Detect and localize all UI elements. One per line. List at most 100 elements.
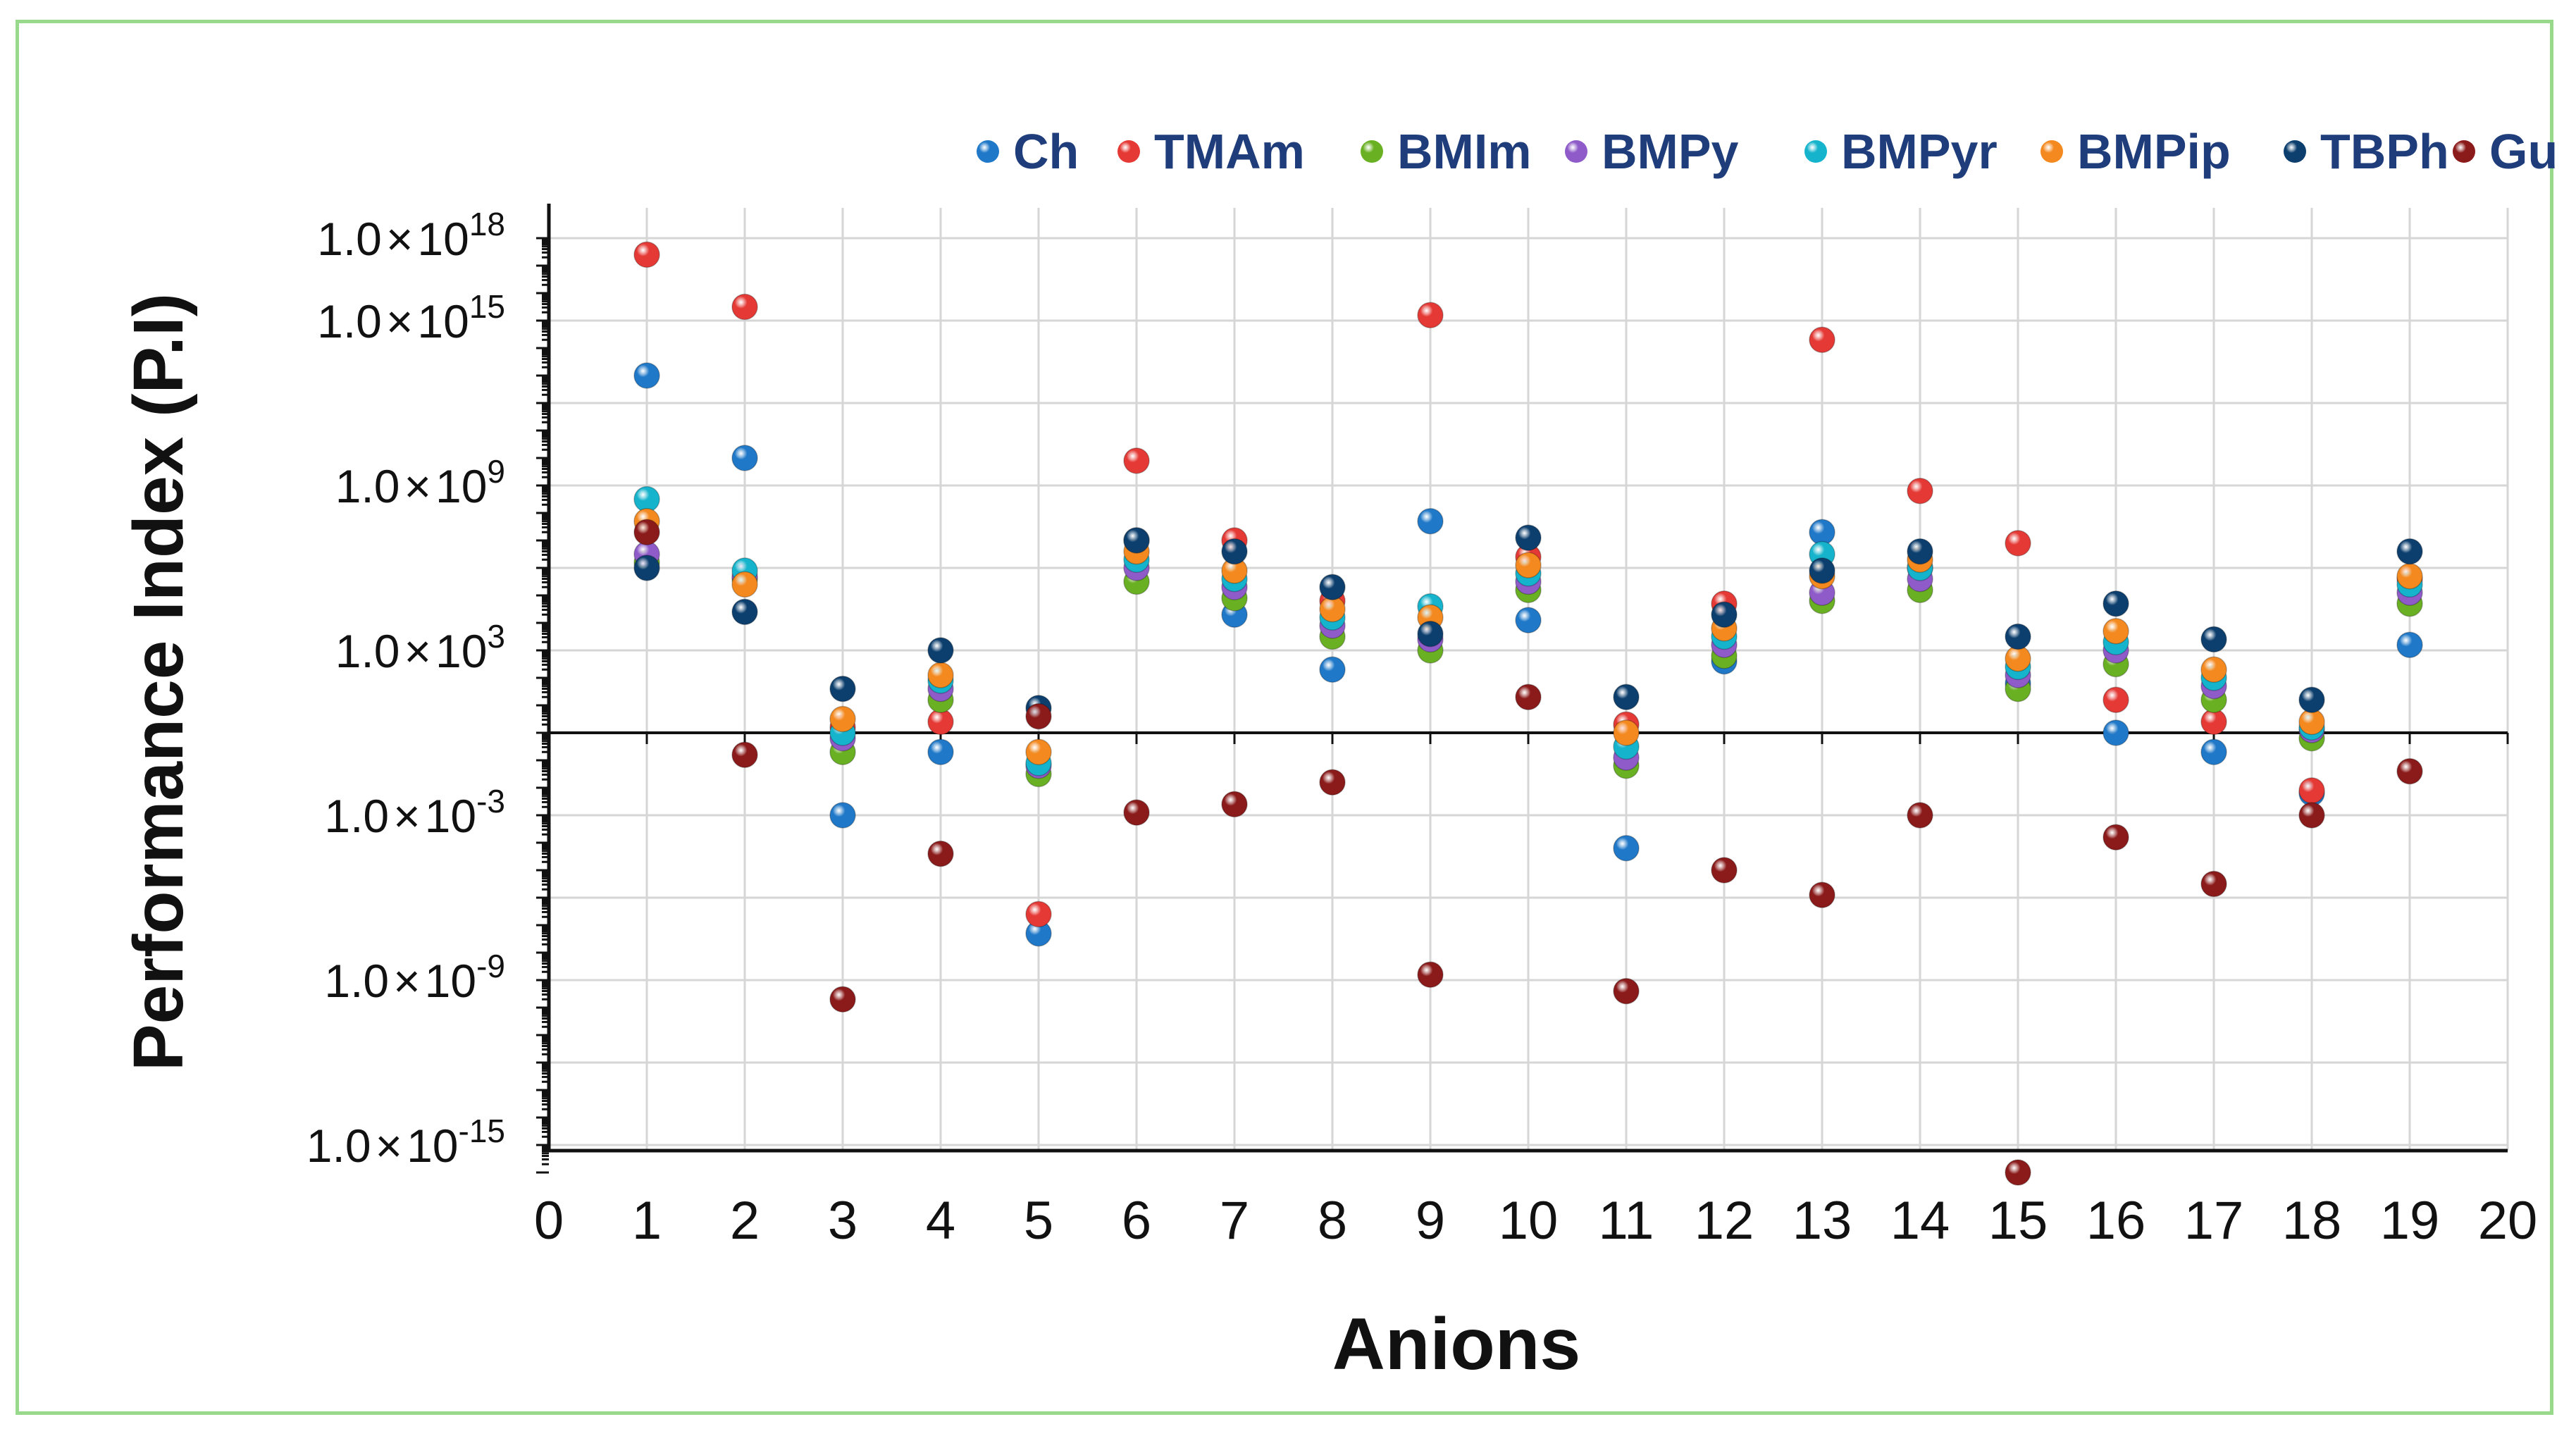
x-tick-label: 6 xyxy=(1122,1191,1151,1251)
y-tick-label: 1.0×10-15 xyxy=(306,1113,505,1172)
point-gu-16 xyxy=(2103,824,2129,850)
point-gu-3 xyxy=(829,986,856,1013)
point-gu-2 xyxy=(731,741,758,768)
point-ch-17 xyxy=(2200,738,2227,766)
point-gu-8 xyxy=(1319,769,1346,796)
legend-item-bmpip: BMPip xyxy=(2041,124,2231,179)
grid-lines xyxy=(549,208,2509,1151)
legend-marker xyxy=(1565,140,1587,163)
chart-svg: 1.0×1018 1.0×1015 1.0×109 1.0×103 1.0×10-3 1.… xyxy=(119,124,2557,1385)
legend-marker xyxy=(2284,140,2306,163)
point-tbph-17 xyxy=(2200,626,2227,653)
point-gu-18 xyxy=(2298,802,2325,829)
point-tbph-16 xyxy=(2103,590,2129,617)
legend-item-gu: Gu xyxy=(2453,124,2557,179)
point-gu-19 xyxy=(2396,757,2423,785)
point-tbph-14 xyxy=(1907,538,1933,565)
point-ch-4 xyxy=(927,738,954,766)
point-tbph-6 xyxy=(1123,527,1150,554)
point-bmpip-10 xyxy=(1515,552,1542,578)
point-ch-1 xyxy=(633,362,660,389)
point-gu-12 xyxy=(1711,857,1738,884)
point-ch-3 xyxy=(829,802,856,829)
point-tmam-9 xyxy=(1417,302,1444,328)
point-tbph-9 xyxy=(1417,620,1444,648)
point-ch-10 xyxy=(1515,607,1542,633)
y-axis-title: Performance Index (P.I) xyxy=(119,293,198,1071)
point-gu-13 xyxy=(1809,881,1835,908)
axes xyxy=(536,204,2509,1174)
x-tick-label: 8 xyxy=(1318,1191,1347,1251)
x-tick-label: 7 xyxy=(1220,1191,1249,1251)
legend: Ch TMAm BMIm BMPy BMPyr BMPip TBPh Gu xyxy=(977,124,2557,179)
point-gu-6 xyxy=(1123,799,1150,826)
legend-label: BMPip xyxy=(2077,124,2231,179)
point-tbph-18 xyxy=(2298,686,2325,713)
point-tmam-2 xyxy=(731,293,758,321)
point-tbph-4 xyxy=(927,637,954,664)
point-tmam-16 xyxy=(2103,686,2129,713)
point-tmam-18 xyxy=(2298,777,2325,804)
point-tbph-7 xyxy=(1221,538,1248,565)
point-tbph-19 xyxy=(2396,538,2423,565)
point-ch-8 xyxy=(1319,656,1346,683)
legend-label: Ch xyxy=(1013,124,1079,179)
point-bmpip-17 xyxy=(2200,656,2227,683)
point-tbph-15 xyxy=(2005,623,2031,650)
x-tick-label: 0 xyxy=(534,1191,564,1251)
point-tmam-13 xyxy=(1809,326,1835,354)
x-tick-label: 18 xyxy=(2282,1191,2342,1251)
point-bmpip-5 xyxy=(1025,738,1052,766)
legend-label: Gu xyxy=(2489,124,2557,179)
point-ch-16 xyxy=(2103,719,2129,746)
legend-marker xyxy=(1117,140,1140,163)
y-tick-label: 1.0×1015 xyxy=(317,288,505,347)
legend-label: BMPyr xyxy=(1841,124,1998,179)
x-tick-label: 10 xyxy=(1499,1191,1559,1251)
y-tick-label: 1.0×10-9 xyxy=(324,948,505,1007)
legend-item-tbph: TBPh xyxy=(2284,124,2449,179)
point-bmpip-19 xyxy=(2396,562,2423,590)
point-tbph-13 xyxy=(1809,557,1835,584)
point-bmpip-11 xyxy=(1613,719,1640,746)
legend-item-bmim: BMIm xyxy=(1361,124,1532,179)
x-tick-label: 11 xyxy=(1599,1191,1654,1251)
point-tbph-12 xyxy=(1711,601,1738,629)
point-gu-5 xyxy=(1025,702,1052,730)
x-tick-label: 20 xyxy=(2478,1191,2538,1251)
legend-item-ch: Ch xyxy=(977,124,1079,179)
point-tmam-6 xyxy=(1123,447,1150,474)
point-tbph-10 xyxy=(1515,524,1542,551)
point-tbph-11 xyxy=(1613,683,1640,711)
point-gu-1 xyxy=(633,519,660,546)
point-tmam-15 xyxy=(2005,530,2031,557)
point-gu-4 xyxy=(927,840,954,867)
point-gu-14 xyxy=(1907,802,1933,829)
point-tmam-1 xyxy=(633,241,660,268)
y-tick-label: 1.0×1018 xyxy=(317,206,505,265)
point-gu-17 xyxy=(2200,870,2227,898)
legend-marker xyxy=(1361,140,1383,163)
y-tick-labels: 1.0×1018 1.0×1015 1.0×109 1.0×103 1.0×10-3 1.… xyxy=(306,206,505,1172)
x-tick-label: 16 xyxy=(2086,1191,2146,1251)
legend-marker xyxy=(977,140,999,163)
legend-marker xyxy=(2041,140,2063,163)
x-tick-label: 9 xyxy=(1416,1191,1445,1251)
x-axis-title: Anions xyxy=(1332,1304,1580,1385)
x-tick-label: 17 xyxy=(2184,1191,2244,1251)
point-gu-9 xyxy=(1417,961,1444,988)
x-tick-label: 13 xyxy=(1792,1191,1852,1251)
point-tbph-2 xyxy=(731,598,758,626)
x-tick-label: 5 xyxy=(1024,1191,1053,1251)
y-tick-label: 1.0×109 xyxy=(335,453,505,512)
chart-frame: 1.0×1018 1.0×1015 1.0×109 1.0×103 1.0×10-3 1.… xyxy=(16,20,2557,1415)
data-points xyxy=(633,241,2423,1186)
point-ch-9 xyxy=(1417,507,1444,535)
y-tick-label: 1.0×103 xyxy=(335,618,505,677)
point-tmam-5 xyxy=(1025,900,1052,928)
point-bmpip-2 xyxy=(731,571,758,598)
point-tbph-1 xyxy=(633,555,660,581)
point-tbph-8 xyxy=(1319,574,1346,601)
x-tick-label: 14 xyxy=(1890,1191,1950,1251)
point-ch-11 xyxy=(1613,835,1640,862)
